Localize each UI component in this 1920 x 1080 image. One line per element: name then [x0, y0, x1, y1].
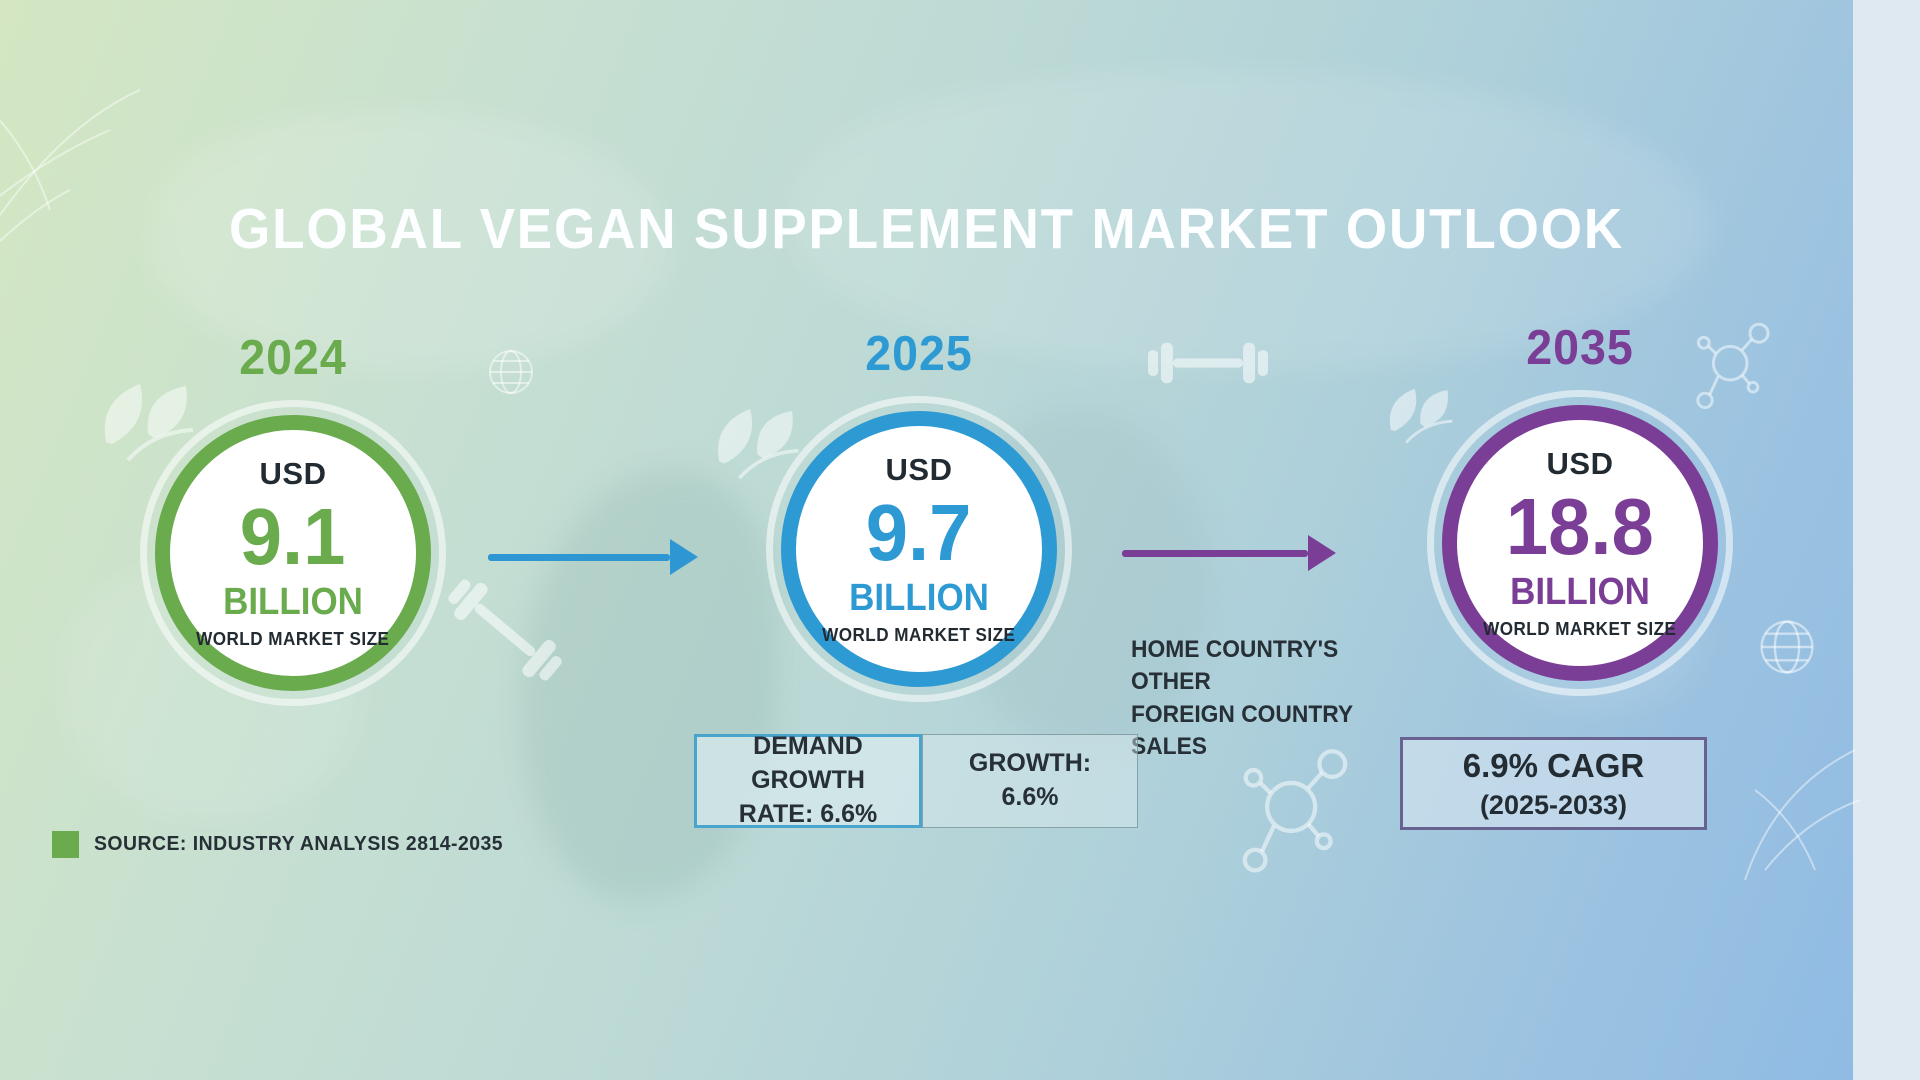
source-text: SOURCE: INDUSTRY ANALYSIS 2814-2035 [94, 833, 504, 855]
leaf-sketch-icon [1735, 730, 1865, 890]
source-note: SOURCE: INDUSTRY ANALYSIS 2814-2035 [52, 831, 516, 858]
molecule-icon [1238, 742, 1358, 877]
caption-label: WORLD MARKET SIZE [822, 625, 1016, 645]
milestone-year: 2035 [1526, 321, 1634, 375]
arrow-2024-to-2025 [488, 539, 698, 575]
milestone-2024: 2024 USD 9.1 BILLION WORLD MARKET SIZE [140, 330, 446, 706]
arrow-annotation: HOME COUNTRY'S OTHER FOREIGN COUNTRY SAL… [1131, 636, 1353, 761]
milestone-circle: USD 9.1 BILLION WORLD MARKET SIZE [140, 400, 446, 706]
milestone-year: 2025 [865, 327, 973, 381]
milestone-2025: 2025 USD 9.7 BILLION WORLD MARKET SIZE [766, 326, 1072, 702]
caption-label: WORLD MARKET SIZE [196, 629, 390, 649]
map-blob [790, 70, 1710, 370]
wireframe-globe-icon [1758, 618, 1816, 676]
leaves-icon [712, 398, 812, 480]
currency-label: USD [885, 452, 953, 487]
dumbbell-icon [1148, 335, 1268, 391]
milestone-2035: 2035 USD 18.8 BILLION WORLD MARKET SIZE [1427, 320, 1733, 696]
market-value: 9.7 [866, 488, 972, 577]
market-value: 18.8 [1506, 482, 1654, 571]
leaves-icon [98, 372, 208, 462]
source-swatch-icon [52, 831, 79, 858]
right-margin-strip [1853, 0, 1920, 1080]
cagr-box: 6.9% CAGR (2025-2033) [1400, 737, 1707, 830]
map-blob [520, 470, 780, 900]
wireframe-globe-icon [487, 348, 535, 396]
molecule-icon [1690, 320, 1780, 410]
arrow-2025-to-2035 [1122, 535, 1336, 571]
caption-label: WORLD MARKET SIZE [1483, 619, 1677, 639]
unit-label: BILLION [223, 581, 363, 623]
milestone-year: 2024 [239, 331, 347, 385]
demand-growth-box: DEMAND GROWTH RATE: 6.6% [694, 732, 922, 828]
currency-label: USD [259, 456, 327, 491]
currency-label: USD [1546, 446, 1614, 481]
dumbbell-icon [436, 565, 574, 695]
page-title: GLOBAL VEGAN SUPPLEMENT MARKET OUTLOOK [228, 197, 1624, 261]
market-value: 9.1 [240, 492, 346, 581]
map-blob [150, 110, 670, 370]
unit-label: BILLION [849, 577, 989, 619]
leaf-sketch-icon [0, 70, 160, 270]
growth-stats: DEMAND GROWTH RATE: 6.6% GROWTH: 6.6% [694, 732, 1138, 828]
growth-box: GROWTH: 6.6% [922, 734, 1138, 828]
unit-label: BILLION [1510, 571, 1650, 613]
milestone-circle: USD 9.7 BILLION WORLD MARKET SIZE [766, 396, 1072, 702]
milestone-circle: USD 18.8 BILLION WORLD MARKET SIZE [1427, 390, 1733, 696]
leaves-icon [1385, 380, 1463, 444]
